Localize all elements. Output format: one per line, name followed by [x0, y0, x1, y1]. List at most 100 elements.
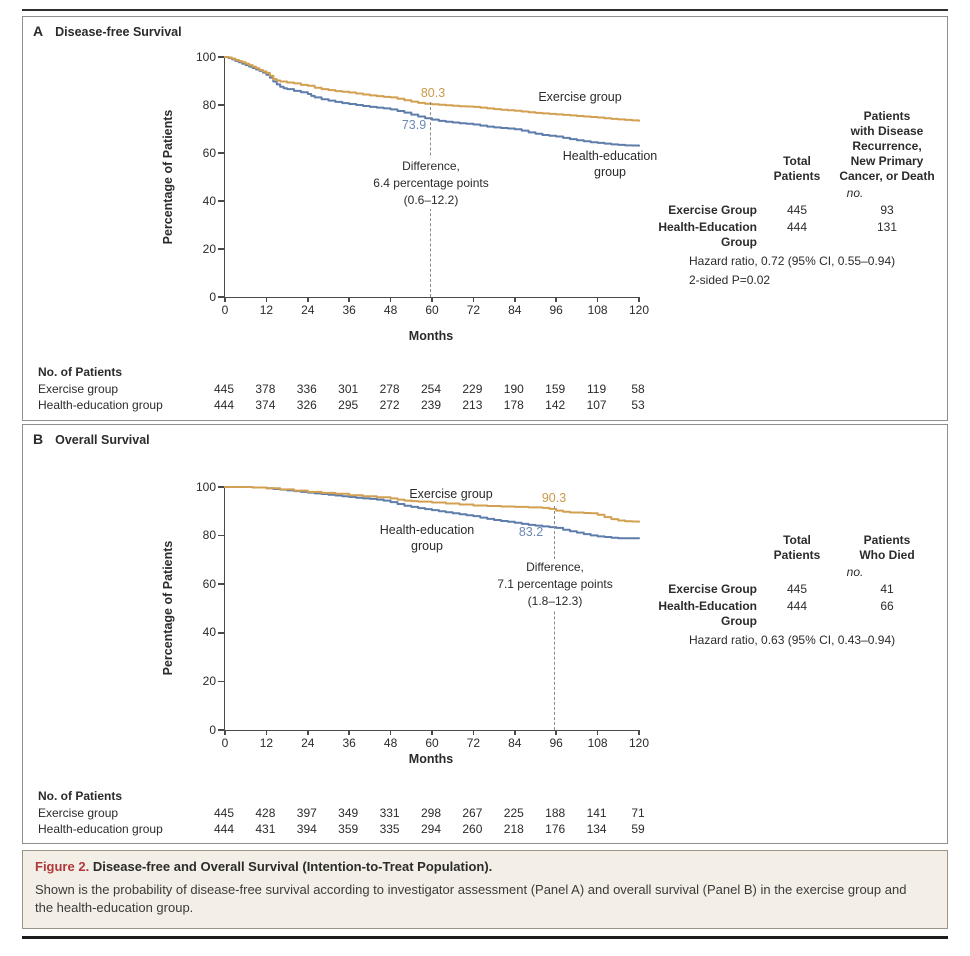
risk-table-header: No. of Patients	[38, 365, 123, 379]
x-tick-mark	[638, 730, 640, 735]
x-tick-mark	[265, 730, 268, 735]
risk-value: 225	[503, 806, 524, 820]
stats-col2-header: Patients Who Died	[859, 533, 915, 562]
x-tick-label: 24	[301, 736, 315, 750]
risk-value: 254	[420, 382, 442, 396]
risk-row-label-exercise: Exercise group	[38, 382, 119, 396]
risk-value: 213	[462, 398, 483, 412]
risk-value: 58	[631, 382, 645, 396]
y-tick-label: 20	[202, 673, 216, 688]
risk-value: 295	[338, 398, 359, 412]
y-tick-label: 100	[195, 479, 216, 494]
risk-value: 134	[586, 822, 607, 836]
figure-number-label: Figure 2.	[35, 859, 90, 874]
risk-table-header: No. of Patients	[38, 789, 123, 803]
x-tick-mark	[472, 730, 475, 735]
y-tick-mark	[218, 632, 224, 634]
risk-value: 188	[545, 806, 566, 820]
stats-total-value: 445	[786, 582, 808, 596]
risk-value: 378	[255, 382, 276, 396]
x-tick-label: 60	[425, 303, 439, 317]
panel-b-overall-survival: B Overall Survival Percentage of Patients…	[22, 424, 948, 844]
survival-curves-b	[225, 487, 639, 730]
hazard-ratio-note: Hazard ratio, 0.63 (95% CI, 0.43–0.94)	[689, 633, 896, 647]
legend-health-education-group: Health-education group	[562, 149, 658, 179]
stats-total-value: 444	[786, 220, 808, 234]
risk-row-label-exercise: Exercise group	[38, 806, 119, 820]
plot-area-a: 0 12 24 36 48 60 72 84 96 108 120 0 20 40 60 80 100	[196, 50, 649, 318]
x-tick-mark	[224, 730, 226, 735]
x-tick-mark	[555, 297, 557, 302]
risk-value: 159	[545, 382, 566, 396]
x-tick-mark	[348, 730, 350, 735]
stats-row-label: Health-Education Group	[658, 220, 757, 249]
stats-col2-header: Patients with Disease Recurrence, New Pr…	[839, 109, 935, 183]
panel-b-title: B Overall Survival	[33, 431, 150, 449]
y-tick-mark	[218, 248, 224, 250]
x-tick-label: 108	[587, 736, 608, 750]
difference-line1: Difference,	[526, 560, 584, 574]
panel-letter: A	[33, 23, 44, 39]
y-tick-label: 20	[202, 241, 216, 256]
plot-area-b: 0 12 24 36 48 60 72 84 96 108 120 0 20 40 60 80 100	[196, 480, 649, 751]
caption-body: Shown is the probability of disease-free…	[35, 882, 907, 915]
x-tick-label: 36	[342, 303, 356, 317]
risk-value: 428	[255, 806, 276, 820]
x-tick-mark	[348, 297, 350, 302]
risk-value: 107	[586, 398, 607, 412]
panel-letter: B	[33, 431, 44, 447]
risk-value: 260	[462, 822, 483, 836]
legend-health-education-group: Health-education group	[379, 523, 475, 553]
stats-col1-header: Total Patients	[773, 154, 821, 183]
risk-value: 59	[631, 822, 645, 836]
risk-value: 178	[503, 398, 524, 412]
x-tick-label: 84	[508, 736, 522, 750]
y-tick-mark	[218, 104, 224, 106]
health-value-label: 73.9	[401, 118, 427, 132]
x-tick-mark	[514, 297, 516, 302]
exercise-value-label: 80.3	[420, 86, 446, 100]
x-tick-mark	[638, 297, 640, 302]
risk-row-label-health: Health-education group	[38, 398, 163, 412]
x-tick-mark	[265, 297, 268, 302]
panel-a-title: A Disease-free Survival	[33, 23, 182, 41]
bottom-rule	[22, 936, 948, 939]
x-tick-mark	[307, 297, 309, 302]
top-rule	[22, 9, 948, 11]
difference-annotation: Difference, 7.1 percentage points (1.8–1…	[494, 559, 616, 610]
y-tick-mark	[218, 583, 224, 585]
x-tick-mark	[307, 730, 309, 735]
y-tick-label: 0	[209, 289, 216, 304]
stats-row-label: Health-Education Group	[658, 599, 757, 628]
x-tick-label: 108	[587, 303, 608, 317]
difference-line2: 6.4 percentage points	[373, 176, 489, 190]
stats-events-value: 131	[876, 220, 898, 234]
exercise-value-label: 90.3	[541, 491, 567, 505]
risk-value: 141	[586, 806, 607, 820]
risk-value: 278	[379, 382, 400, 396]
y-tick-mark	[218, 56, 224, 58]
risk-value: 142	[545, 398, 566, 412]
difference-dashed-line	[554, 506, 555, 730]
stats-events-value: 93	[880, 203, 894, 217]
stats-events-value: 66	[880, 599, 894, 613]
x-tick-mark	[596, 730, 599, 735]
x-tick-label: 36	[342, 736, 356, 750]
y-tick-label: 0	[209, 722, 216, 737]
hazard-ratio-note: Hazard ratio, 0.72 (95% CI, 0.55–0.94)	[689, 254, 896, 268]
legend-exercise-group: Exercise group	[409, 487, 493, 501]
panel-title-text: Overall Survival	[55, 433, 150, 447]
x-axis-label: Months	[408, 329, 454, 343]
y-tick-mark	[218, 729, 224, 731]
stats-events-value: 41	[880, 582, 894, 596]
risk-value: 218	[503, 822, 524, 836]
stats-table-b: Total Patients Patients Who Died no. Exe…	[633, 533, 945, 648]
risk-value: 301	[338, 382, 359, 396]
x-tick-label: 72	[466, 736, 481, 750]
x-tick-mark	[224, 297, 226, 302]
risk-value: 394	[296, 822, 317, 836]
difference-line3: (0.6–12.2)	[403, 193, 459, 207]
x-tick-label: 60	[425, 736, 439, 750]
risk-value: 239	[420, 398, 442, 412]
